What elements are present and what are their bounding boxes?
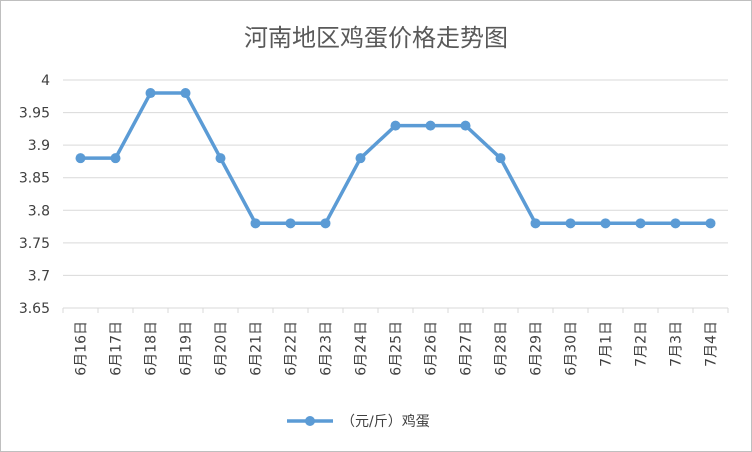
data-point bbox=[250, 218, 261, 229]
x-tick-label: 6月28日 bbox=[494, 321, 510, 376]
x-tick-label: 6月24日 bbox=[354, 321, 370, 376]
x-tick-label: 6月29日 bbox=[529, 321, 545, 376]
data-point bbox=[600, 218, 611, 229]
y-tick-label: 4 bbox=[41, 73, 50, 89]
y-tick-label: 3.7 bbox=[28, 268, 50, 284]
data-point bbox=[145, 88, 156, 99]
x-tick-label: 7月3日 bbox=[669, 321, 685, 367]
series-layer bbox=[75, 88, 716, 229]
x-tick-label: 6月23日 bbox=[319, 321, 335, 376]
x-tick-label: 6月21日 bbox=[249, 321, 265, 376]
x-tick-label: 7月4日 bbox=[704, 321, 720, 367]
x-tick-label: 6月19日 bbox=[179, 321, 195, 376]
x-tick-label: 6月30日 bbox=[564, 321, 580, 376]
chart-title: 河南地区鸡蛋价格走势图 bbox=[244, 24, 508, 52]
y-tick-label: 3.8 bbox=[28, 203, 50, 219]
data-point bbox=[110, 153, 121, 164]
data-point bbox=[75, 153, 86, 164]
x-tick-label: 6月27日 bbox=[459, 321, 475, 376]
x-tick-label: 7月1日 bbox=[599, 321, 615, 367]
y-axis-ticks: 3.65 3.7 3.75 3.8 3.85 3.9 3.95 4 bbox=[19, 73, 50, 317]
gridlines bbox=[63, 79, 728, 309]
data-point bbox=[390, 120, 401, 131]
y-tick-label: 3.9 bbox=[28, 138, 50, 154]
x-tick-label: 6月18日 bbox=[144, 321, 160, 376]
data-point bbox=[320, 218, 331, 229]
x-tick-label: 6月26日 bbox=[424, 321, 440, 376]
x-axis-ticks: 6月16日 6月17日 6月18日 6月19日 6月20日 6月21日 6月22日 6月23日… bbox=[62, 308, 729, 376]
data-point bbox=[460, 120, 471, 131]
legend-point-marker bbox=[305, 416, 315, 426]
data-point bbox=[565, 218, 576, 229]
x-tick-label: 6月16日 bbox=[74, 321, 90, 376]
legend-label: （元/斤）鸡蛋 bbox=[341, 413, 430, 430]
x-tick-label: 6月17日 bbox=[109, 321, 125, 376]
x-tick-label: 6月25日 bbox=[389, 321, 405, 376]
data-point bbox=[180, 88, 191, 99]
x-tick-label: 7月2日 bbox=[634, 321, 650, 367]
data-point bbox=[425, 120, 436, 131]
data-point bbox=[705, 218, 716, 229]
legend: （元/斤）鸡蛋 bbox=[287, 413, 430, 430]
data-point bbox=[495, 153, 506, 164]
data-point bbox=[355, 153, 366, 164]
data-point bbox=[215, 153, 226, 164]
data-point bbox=[530, 218, 541, 229]
data-point bbox=[635, 218, 646, 229]
data-point bbox=[285, 218, 296, 229]
y-tick-label: 3.85 bbox=[19, 171, 50, 187]
y-tick-label: 3.75 bbox=[19, 236, 50, 252]
y-tick-label: 3.65 bbox=[19, 301, 50, 317]
x-tick-label: 6月20日 bbox=[214, 321, 230, 376]
data-point bbox=[670, 218, 681, 229]
y-tick-label: 3.95 bbox=[19, 106, 50, 122]
x-tick-label: 6月22日 bbox=[284, 321, 300, 376]
